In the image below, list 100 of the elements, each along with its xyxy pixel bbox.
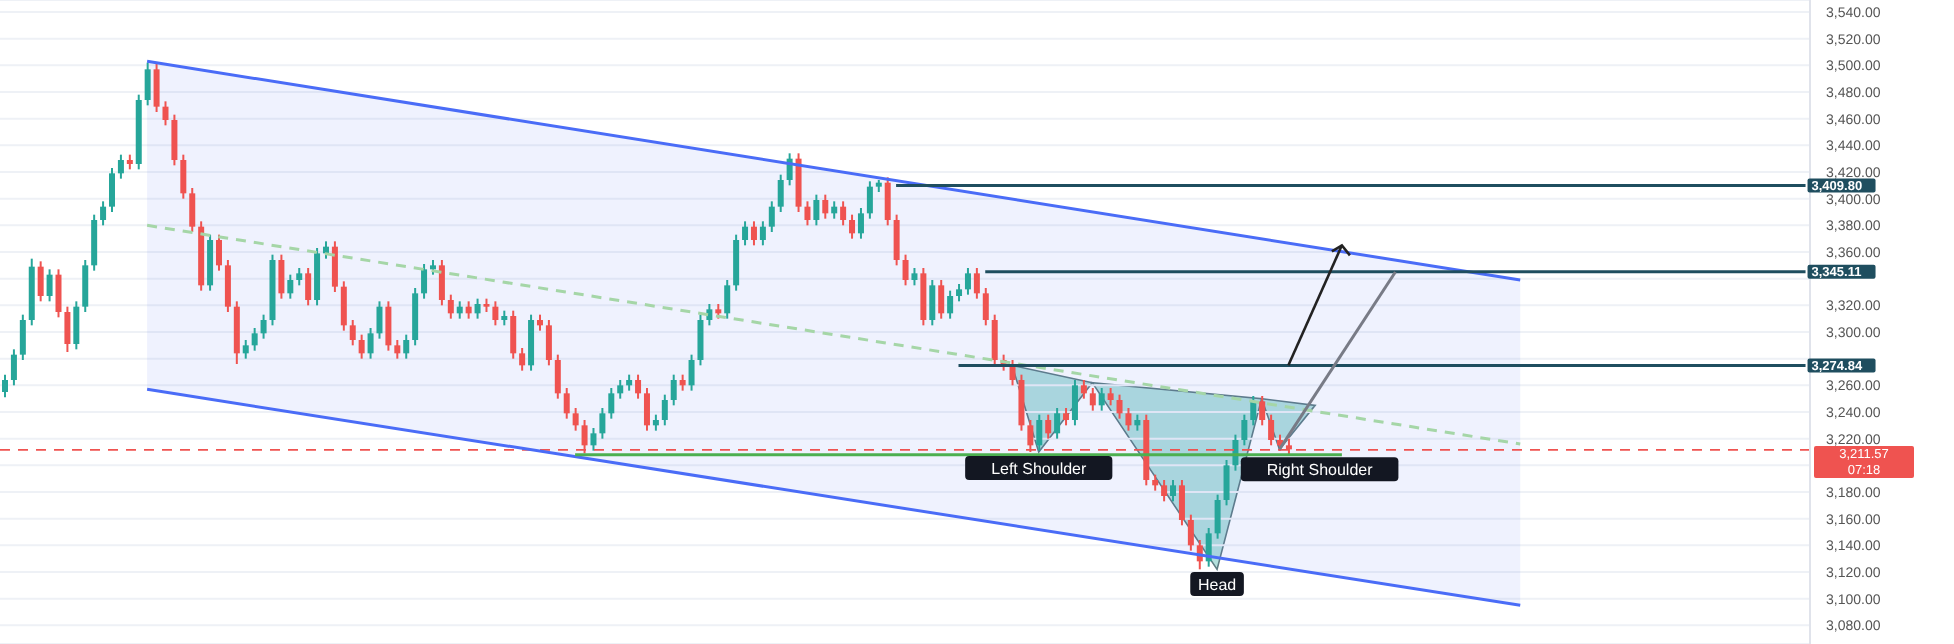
candlestick xyxy=(768,200,775,233)
candlestick xyxy=(902,253,909,287)
candlestick xyxy=(697,313,704,367)
annotation: Head xyxy=(1197,576,1237,594)
label-box: Head xyxy=(1190,572,1244,596)
candlestick xyxy=(991,313,998,367)
candlestick xyxy=(545,319,552,367)
candlestick xyxy=(421,263,428,300)
candlestick xyxy=(759,220,766,247)
candlestick xyxy=(884,176,891,227)
candlestick xyxy=(1080,379,1087,400)
candlestick xyxy=(233,300,240,365)
candlestick xyxy=(37,260,44,303)
candlestick xyxy=(1223,459,1230,507)
candlestick xyxy=(2,373,8,399)
candlestick xyxy=(64,305,71,353)
candlestick xyxy=(376,300,383,340)
candlestick xyxy=(1170,479,1177,503)
candlestick xyxy=(117,153,124,180)
candlestick xyxy=(1214,493,1221,540)
candlestick xyxy=(403,333,410,360)
annotation: Right Shoulder xyxy=(1266,461,1374,480)
candlestick xyxy=(777,173,784,213)
candlestick xyxy=(242,339,249,360)
candlestick xyxy=(554,353,561,400)
candlestick xyxy=(670,373,677,407)
candlestick xyxy=(706,303,713,327)
candlestick xyxy=(938,279,945,320)
candlestick xyxy=(1250,395,1257,427)
candlestick xyxy=(1045,413,1052,440)
candlestick xyxy=(1178,479,1185,527)
label-box: Left Shoulder xyxy=(965,456,1113,480)
candlestick xyxy=(929,279,936,327)
candlestick xyxy=(813,193,820,227)
candlestick xyxy=(46,268,53,303)
candlestick xyxy=(1018,373,1025,432)
candlestick xyxy=(617,379,624,400)
candlestick xyxy=(55,268,62,319)
candlestick xyxy=(973,267,980,300)
candlestick xyxy=(964,267,971,296)
candlestick xyxy=(1161,479,1168,503)
candlestick xyxy=(822,193,829,220)
candlestick xyxy=(305,267,312,307)
candlestick xyxy=(331,240,338,293)
candlestick xyxy=(804,200,811,227)
candlestick xyxy=(287,273,294,300)
candlestick xyxy=(340,280,347,332)
candlestick xyxy=(412,287,419,347)
candlestick xyxy=(563,387,570,420)
candlestick xyxy=(661,393,668,427)
candlestick xyxy=(849,213,856,240)
candlestick xyxy=(100,200,107,227)
candlestick xyxy=(688,353,695,392)
candlestick xyxy=(367,327,374,360)
candlestick xyxy=(1054,407,1061,440)
candlestick xyxy=(162,100,169,127)
candlestick xyxy=(153,63,160,113)
candlestick xyxy=(733,233,740,292)
candlestick xyxy=(742,220,749,247)
candlestick xyxy=(260,313,267,340)
candlestick xyxy=(10,348,17,387)
candlestick xyxy=(109,167,115,213)
candlestick xyxy=(385,300,392,352)
candlestick xyxy=(840,200,847,227)
annotation: Left Shoulder xyxy=(991,460,1087,478)
candlestick xyxy=(224,259,231,313)
candlestick xyxy=(73,300,80,351)
candlestick xyxy=(1036,413,1043,452)
candlestick xyxy=(251,327,258,352)
candlestick xyxy=(19,313,26,361)
candlestick xyxy=(510,309,517,360)
candlestick xyxy=(1098,387,1105,412)
candlestick xyxy=(857,207,864,240)
candlestick xyxy=(1089,387,1096,412)
candlestick xyxy=(189,187,196,233)
candlestick xyxy=(1268,413,1275,447)
candlestick xyxy=(438,259,445,307)
candlestick xyxy=(91,213,98,272)
candlestick xyxy=(180,153,187,200)
candlestick xyxy=(724,279,731,320)
candlestick xyxy=(492,300,499,327)
candlestick xyxy=(1259,395,1266,427)
candlestick xyxy=(394,339,401,360)
candlestick xyxy=(358,333,365,360)
candlestick xyxy=(82,259,89,313)
candlestick xyxy=(572,407,579,432)
candlestick xyxy=(643,387,650,432)
candlestick xyxy=(474,297,481,320)
candlestick xyxy=(1241,413,1248,447)
candlestick xyxy=(893,213,900,267)
label-box: Right Shoulder xyxy=(1240,457,1399,482)
candlestick xyxy=(278,253,285,300)
candlestick xyxy=(1125,407,1132,432)
candlestick xyxy=(314,247,321,307)
candlestick xyxy=(635,373,642,400)
candlestick xyxy=(947,289,954,320)
candlestick xyxy=(590,427,597,452)
candlestick xyxy=(608,387,615,420)
candlestick xyxy=(447,293,454,320)
candlestick xyxy=(982,287,989,327)
